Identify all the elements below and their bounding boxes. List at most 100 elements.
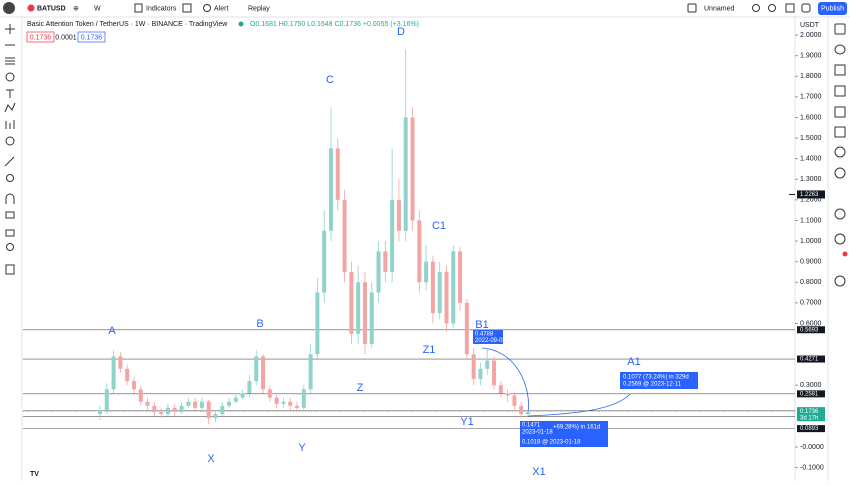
candle-body	[281, 401, 286, 404]
candle-body	[328, 148, 333, 231]
text-tool[interactable]	[6, 89, 14, 98]
y-tick-label: -0.1000	[800, 464, 824, 471]
chat-button[interactable]	[834, 167, 846, 179]
candle-body	[403, 117, 408, 231]
watchlist-button[interactable]	[834, 23, 846, 35]
lock-tool[interactable]	[5, 229, 15, 237]
hide-tool[interactable]	[6, 243, 14, 251]
ideas-button[interactable]	[834, 106, 846, 118]
plot-area: 2.0000 1.9000 1.8000 1.7000 1.6000 1.5000 1.40…	[23, 32, 825, 471]
y-tick-label: 1.5000	[800, 135, 822, 142]
candle-body	[118, 356, 123, 369]
crosshair-tool[interactable]	[5, 24, 15, 34]
candle-body	[111, 356, 116, 390]
y-tick-label: 1.8000	[800, 73, 822, 80]
hotlist-button[interactable]	[834, 146, 846, 158]
y-tick-label: 0.7000	[800, 300, 822, 307]
pattern-tool[interactable]	[4, 102, 16, 113]
candle-body	[492, 360, 497, 386]
spread: 0.0001	[55, 34, 77, 41]
fib-tool[interactable]	[5, 57, 15, 65]
candle-body	[390, 199, 395, 272]
level-tag	[797, 355, 825, 363]
news-button[interactable]	[834, 64, 846, 76]
candle-body	[165, 407, 170, 415]
calc-button[interactable]	[834, 208, 846, 220]
wave-label: B	[256, 318, 263, 330]
candle-body	[125, 368, 130, 382]
replay-button[interactable]: Replay	[248, 5, 270, 12]
calendar-button[interactable]	[834, 85, 846, 97]
zoom-tool[interactable]	[6, 174, 14, 182]
candle-body	[458, 251, 463, 303]
candle-body	[478, 368, 483, 380]
y-tick-label: 2.0000	[800, 32, 822, 39]
candle-body	[159, 412, 164, 415]
stay-drawing[interactable]	[5, 211, 15, 219]
prediction-tool[interactable]	[5, 120, 15, 129]
candle-body	[186, 401, 191, 406]
wave-label: Z1	[423, 344, 436, 356]
indicators-button[interactable]: Indicators	[146, 5, 177, 12]
magnet-tool[interactable]	[5, 193, 15, 204]
user-avatar[interactable]	[3, 2, 15, 14]
y-tick-label: 0.8000	[800, 279, 822, 286]
streams-button[interactable]	[834, 126, 846, 138]
icon-tool[interactable]	[5, 136, 15, 146]
left-toolbar	[4, 24, 16, 275]
sell-box[interactable]	[26, 31, 55, 43]
measure-tool[interactable]	[4, 156, 15, 167]
measure-price: 0.1471	[522, 423, 541, 429]
candle-body	[308, 354, 313, 390]
candle-body	[138, 389, 143, 402]
buy-box[interactable]	[77, 31, 106, 43]
level-label: 0.5693	[800, 327, 819, 333]
layout-name[interactable]: Unnamed	[704, 5, 734, 12]
snapshot-button[interactable]	[801, 3, 811, 13]
alert-button[interactable]: Alert	[214, 5, 228, 12]
y-tick-label: 0.6000	[800, 320, 822, 327]
compare-button[interactable]: ⊕	[73, 5, 79, 12]
sell-price: 0.1736	[30, 34, 52, 41]
notifications-button[interactable]	[834, 233, 846, 245]
candle-body	[233, 397, 238, 402]
candle-body	[213, 414, 218, 419]
y-tick-label: 1.9000	[800, 53, 822, 60]
measure-change: +69.28%) in 161d	[553, 425, 600, 431]
candle-body	[430, 261, 435, 314]
interval[interactable]: W	[94, 5, 101, 12]
wave-label: C1	[432, 220, 446, 232]
publish-button[interactable]	[818, 2, 847, 15]
legend-ohlc: O0.1681 H0.1750 L0.1648 C0.1736 +0.0055 …	[250, 21, 419, 28]
help-button[interactable]	[834, 275, 846, 287]
current-price-tag	[797, 407, 825, 422]
y-tick-label: -0.0000	[800, 444, 824, 451]
candle-body	[220, 405, 225, 415]
candle-body	[356, 282, 361, 334]
level-label: 0.4271	[800, 357, 819, 363]
templates-button[interactable]	[182, 3, 192, 13]
measure-box	[520, 421, 608, 447]
symbol[interactable]: BATUSD	[37, 5, 66, 12]
wave-label: X	[207, 453, 215, 465]
candle-body	[267, 389, 272, 398]
settings-button[interactable]	[768, 4, 776, 12]
alerts-panel-button[interactable]	[834, 44, 846, 55]
wave-label: X1	[532, 466, 545, 478]
candle-body	[437, 271, 442, 314]
candle-body	[206, 401, 211, 419]
shape-tool[interactable]	[5, 72, 15, 82]
fullscreen-button[interactable]	[785, 3, 795, 13]
currency[interactable]: USDT	[800, 22, 820, 29]
current-price-label: 0.1736	[800, 409, 819, 415]
search-button[interactable]	[752, 4, 760, 12]
wave-label: A	[108, 325, 116, 337]
candle-body	[295, 405, 300, 408]
delete-tool[interactable]	[5, 264, 15, 275]
candle-body	[227, 401, 232, 406]
notification-dot	[842, 251, 848, 257]
level-tag	[797, 425, 825, 433]
wave-label: B1	[475, 319, 488, 331]
candle-body	[288, 401, 293, 406]
